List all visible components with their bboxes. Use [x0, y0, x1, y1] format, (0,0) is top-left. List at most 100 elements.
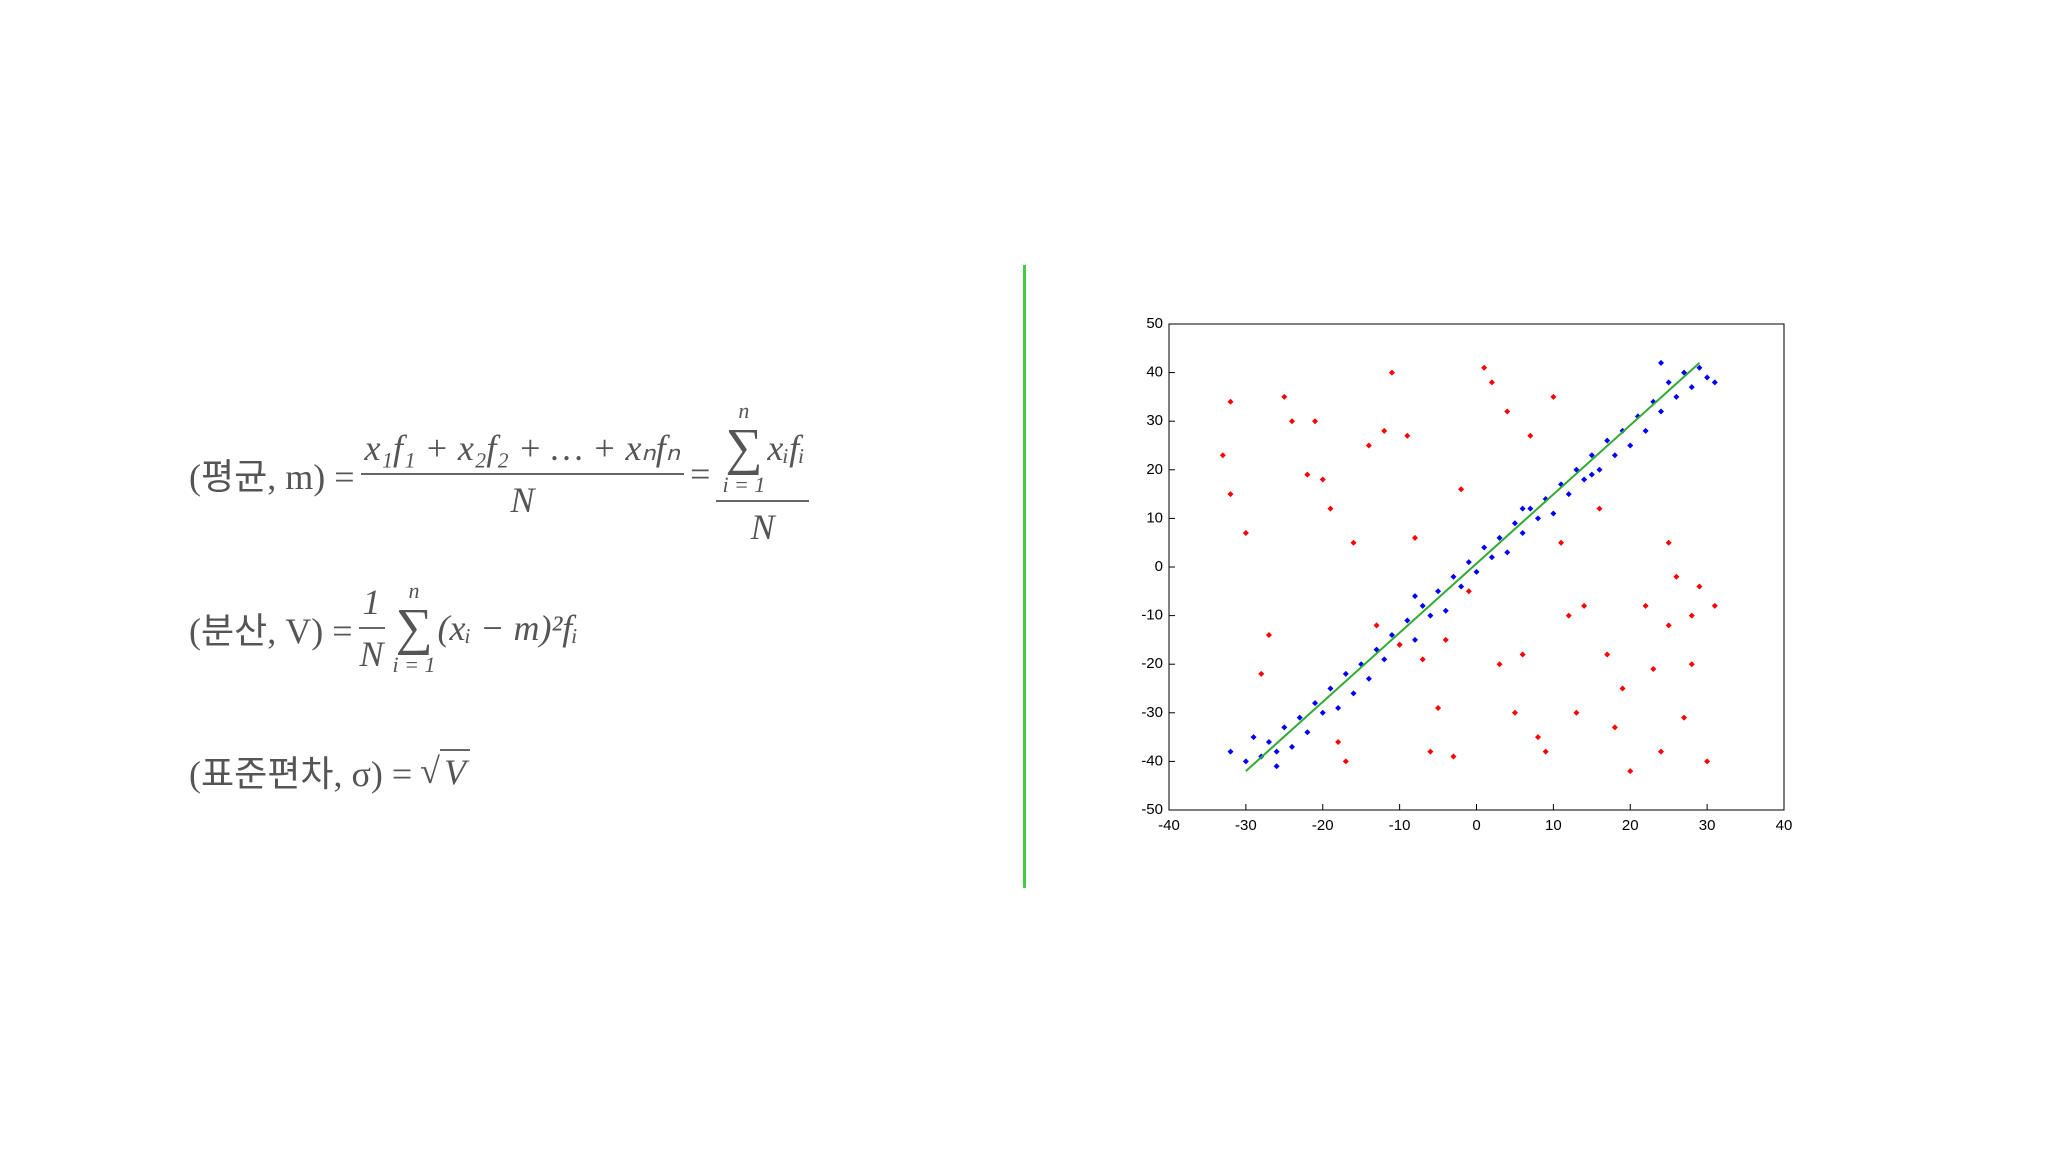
y-tick-label: 0 — [1155, 558, 1163, 575]
sum-term: (xᵢ − m)²fᵢ — [437, 608, 578, 648]
scatter-point — [1427, 612, 1434, 619]
scatter-point — [1419, 656, 1426, 663]
scatter-point — [1404, 432, 1411, 439]
formula-variance: (분산, V) = 1 N n ∑ i = 1 (xᵢ − m)²fᵢ — [189, 580, 578, 676]
scatter-point — [1565, 491, 1572, 498]
scatter-point — [1573, 709, 1580, 716]
scatter-point — [1504, 408, 1511, 415]
scatter-point — [1281, 393, 1288, 400]
scatter-point — [1289, 743, 1295, 750]
scatter-point — [1596, 466, 1603, 473]
scatter-point — [1296, 714, 1303, 721]
scatter-point — [1350, 690, 1357, 697]
scatter-point — [1527, 505, 1534, 512]
scatter-point — [1650, 666, 1657, 673]
scatter-point — [1711, 602, 1718, 609]
sum-upper: n — [738, 398, 750, 423]
scatter-point — [1442, 636, 1449, 643]
numerator: x₁f₁ + x₂f₂ + … + xₙfₙ — [360, 427, 685, 475]
scatter-point — [1289, 418, 1295, 425]
scatter-point — [1273, 763, 1280, 770]
divider — [1023, 265, 1026, 888]
scatter-point — [1435, 588, 1442, 595]
scatter-point — [1404, 617, 1411, 624]
scatter-point — [1688, 612, 1695, 619]
scatter-point — [1688, 661, 1695, 668]
sum-lower: i = 1 — [392, 652, 436, 677]
scatter-point — [1604, 651, 1611, 658]
scatter-point — [1435, 704, 1442, 711]
scatter-point — [1481, 364, 1488, 371]
scatter-point — [1704, 758, 1711, 765]
scatter-point — [1304, 471, 1311, 478]
sum-upper: n — [408, 578, 420, 603]
fraction: x₁f₁ + x₂f₂ + … + xₙfₙ N — [360, 427, 685, 521]
scatter-point — [1611, 724, 1618, 731]
y-tick-label: -20 — [1141, 655, 1163, 672]
scatter-point — [1550, 393, 1557, 400]
fit-line — [1245, 362, 1701, 772]
scatter-point — [1696, 364, 1703, 371]
scatter-point — [1665, 622, 1672, 629]
y-tick-label: -40 — [1141, 752, 1163, 769]
scatter-point — [1258, 670, 1265, 677]
denominator: N — [750, 507, 775, 547]
scatter-point — [1335, 738, 1342, 745]
scatter-point — [1535, 515, 1541, 522]
scatter-point — [1396, 641, 1403, 648]
x-tick-label: 10 — [1545, 817, 1562, 834]
y-tick-label: 10 — [1146, 509, 1163, 526]
scatter-point — [1535, 734, 1541, 741]
scatter-point — [1496, 534, 1503, 541]
scatter-point — [1711, 379, 1718, 386]
scatter-point — [1265, 738, 1272, 745]
formula-lhs: (평균, m) = — [189, 457, 355, 497]
scatter-point — [1627, 768, 1634, 775]
scatter-point — [1312, 700, 1319, 707]
scatter-point — [1611, 452, 1618, 459]
y-tick-label: 30 — [1146, 412, 1163, 429]
x-tick-label: -10 — [1389, 817, 1411, 834]
scatter-point — [1588, 471, 1595, 478]
scatter-point — [1581, 476, 1588, 483]
scatter-point — [1673, 393, 1680, 400]
formula-mean: (평균, m) = x₁f₁ + x₂f₂ + … + xₙfₙ N = n ∑… — [189, 400, 815, 548]
plot-frame — [1168, 323, 1785, 811]
scatter-point — [1319, 709, 1326, 716]
root-sign: √ — [420, 751, 440, 791]
scatter-point — [1519, 505, 1526, 512]
numerator: 1 — [358, 581, 385, 629]
scatter-point — [1658, 748, 1664, 755]
sum-symbol: ∑ — [395, 599, 433, 656]
scatter-point — [1388, 632, 1395, 639]
scatter-point — [1504, 549, 1511, 556]
scatter-point — [1373, 622, 1380, 629]
scatter-point — [1427, 748, 1434, 755]
scatter-point — [1581, 602, 1588, 609]
scatter-point — [1496, 661, 1503, 668]
y-tick-label: 20 — [1146, 461, 1163, 478]
scatter-point — [1488, 554, 1495, 561]
scatter-point — [1481, 544, 1488, 551]
y-tick-label: 50 — [1146, 315, 1163, 332]
scatter-point — [1350, 539, 1357, 546]
scatter-point — [1412, 593, 1418, 600]
fraction: 1 N — [358, 581, 385, 675]
scatter-point — [1673, 573, 1680, 580]
scatter-point — [1465, 559, 1472, 566]
scatter-point — [1465, 588, 1472, 595]
x-tick-label: -40 — [1158, 817, 1180, 834]
scatter-point — [1442, 607, 1449, 614]
scatter-point — [1681, 714, 1688, 721]
scatter-point — [1388, 369, 1395, 376]
scatter-point — [1381, 427, 1388, 434]
scatter-point — [1642, 427, 1649, 434]
scatter-point — [1327, 685, 1334, 692]
x-tick-label: 40 — [1776, 817, 1793, 834]
scatter-point — [1511, 520, 1518, 527]
scatter-point — [1450, 573, 1457, 580]
x-tick-label: 30 — [1699, 817, 1716, 834]
denominator: N — [359, 634, 384, 674]
scatter-point — [1458, 486, 1465, 493]
scatter-point — [1542, 748, 1549, 755]
